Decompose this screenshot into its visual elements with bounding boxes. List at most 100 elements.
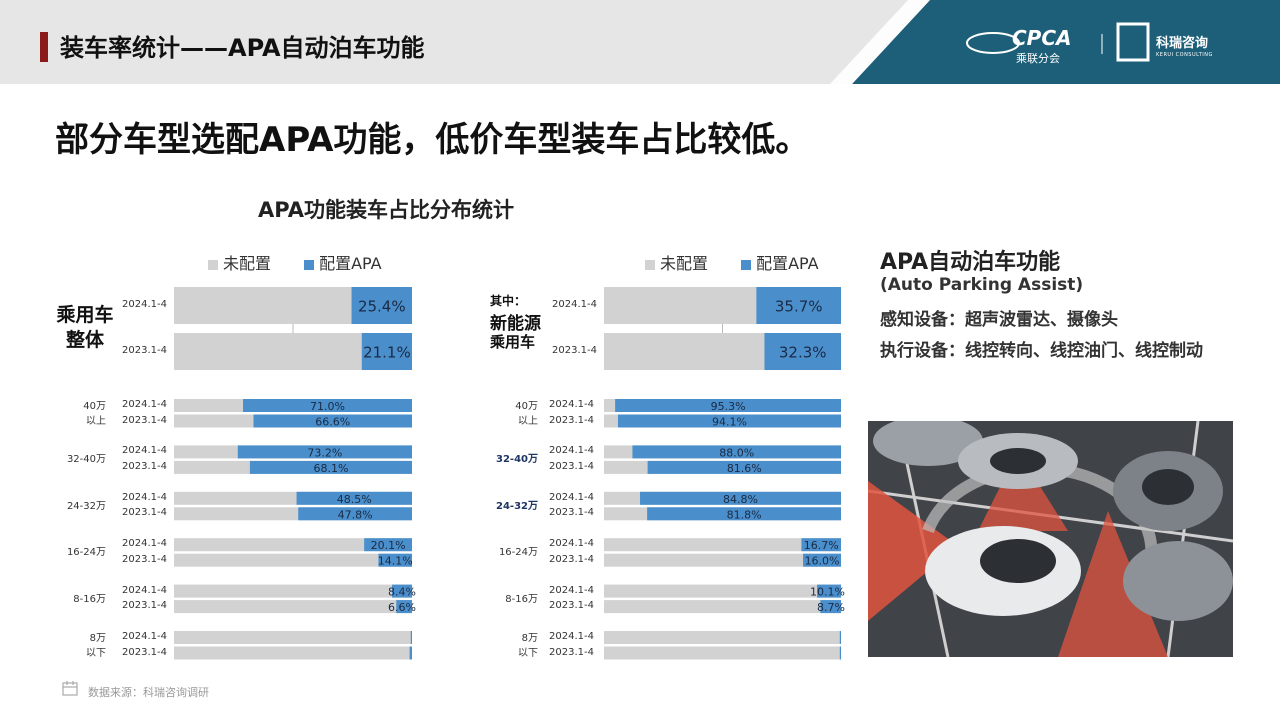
info-line-actuation: 执行设备：线控转向、线控油门、线控制动 [880, 341, 1203, 361]
price-band-label-line: 以下 [518, 648, 538, 659]
price-band-label: 40万 以上 [478, 399, 538, 429]
period-label: 2023.1-4 [549, 553, 594, 565]
period-label: 2024.1-4 [122, 584, 167, 596]
header-band-divider [830, 0, 930, 84]
right-group-label-line1: 新能源 [490, 314, 541, 334]
price-band-label-line: 32-40万 [66, 454, 106, 466]
bar-value-label: 25.4% [358, 298, 406, 316]
legend-swatch-configured [304, 259, 315, 270]
bar-value-label: 32.3% [779, 344, 827, 362]
period-label: 2024.1-4 [122, 445, 167, 457]
period-label: 2024.1-4 [122, 631, 167, 642]
bar-unconfigured [174, 584, 412, 598]
kerui-logo-en: KERUI CONSULTING [1156, 52, 1213, 58]
bar-configured [647, 460, 841, 474]
legend-configured: 配置APA [756, 254, 819, 273]
calendar-icon [62, 681, 78, 696]
kerui-logo-cn: 科瑞咨询 [1156, 36, 1209, 51]
bar-value-label: 95.3% [711, 400, 746, 413]
left-group-label: 乘用车 整体 [50, 303, 120, 353]
bar-unconfigured [174, 553, 412, 567]
bar-unconfigured [174, 631, 412, 644]
period-label: 2023.1-4 [122, 646, 167, 658]
bar-value-label: 21.1% [363, 344, 411, 362]
price-band-label-line: 以下 [86, 648, 106, 659]
bar-configured [410, 631, 412, 644]
legend-swatch-unconfigured [645, 259, 655, 270]
period-label: 2024.1-4 [549, 491, 594, 503]
bar-configured [801, 538, 841, 552]
bar-configured [351, 287, 412, 324]
period-label: 2023.1-4 [122, 553, 167, 565]
bar-configured [237, 445, 412, 459]
cpca-logo-icon [966, 32, 1020, 54]
period-label: 2023.1-4 [122, 600, 167, 612]
left-group-label-line2: 整体 [65, 329, 104, 351]
parking-assist-photo [868, 421, 1233, 657]
price-band-label: 16-24万 [478, 545, 538, 560]
price-band-label: 8万 以下 [46, 631, 106, 661]
bar-configured [409, 646, 412, 660]
header-accent-bar [40, 32, 48, 62]
bar-unconfigured [604, 553, 841, 567]
period-label: 2023.1-4 [549, 646, 594, 658]
bar-configured [839, 631, 841, 644]
bar-value-label: 6.6% [388, 601, 416, 614]
kerui-logo-icon [1116, 22, 1150, 62]
period-label: 2023.1-4 [122, 460, 167, 472]
page-title: 装车率统计——APA自动泊车功能 [60, 34, 425, 62]
header-teal-band [852, 0, 1280, 84]
data-source: 数据来源：科瑞咨询调研 [88, 686, 209, 699]
period-label: 2024.1-4 [122, 298, 167, 310]
bar-configured [632, 445, 841, 459]
bar-configured [378, 553, 412, 567]
bar-unconfigured [174, 646, 412, 660]
info-subtitle: (Auto Parking Assist) [880, 275, 1084, 295]
bar-configured [253, 414, 412, 428]
bar-configured [617, 414, 841, 428]
bar-configured [243, 399, 412, 412]
bar-value-label: 81.6% [727, 462, 762, 475]
price-band-label: 8-16万 [478, 592, 538, 607]
period-label: 2023.1-4 [122, 414, 167, 426]
cpca-logo-cn: 乘联分会 [1016, 52, 1060, 65]
bar-value-label: 16.0% [805, 555, 840, 568]
bar-configured [249, 460, 412, 474]
bar-value-label: 8.7% [817, 601, 845, 614]
bar-configured [298, 507, 412, 521]
price-band-label: 24-32万 [46, 499, 106, 514]
bar-value-label: 35.7% [775, 298, 823, 316]
price-band-label-line: 以上 [86, 416, 106, 427]
period-label: 2023.1-4 [122, 344, 167, 356]
bar-value-label: 71.0% [310, 400, 345, 413]
period-label: 2024.1-4 [549, 445, 594, 457]
legend-unconfigured: 未配置 [660, 254, 709, 273]
bar-value-label: 10.1% [810, 586, 845, 599]
period-label: 2023.1-4 [549, 600, 594, 612]
period-label: 2023.1-4 [549, 507, 594, 519]
info-line-sensing: 感知设备：超声波雷达、摄像头 [880, 310, 1118, 330]
bar-value-label: 47.8% [338, 508, 373, 521]
price-band-label: 8万 以下 [478, 631, 538, 661]
legend-swatch-unconfigured [208, 259, 218, 270]
info-title: APA自动泊车功能 [880, 250, 1061, 275]
bar-unconfigured [174, 538, 412, 552]
bar-unconfigured [604, 631, 841, 644]
bar-value-label: 66.6% [315, 416, 350, 429]
right-group-prefix: 其中： [490, 294, 527, 308]
right-group-label-line2: 乘用车 [490, 333, 536, 351]
bar-unconfigured [604, 538, 841, 552]
period-label: 2024.1-4 [549, 538, 594, 550]
bar-configured [392, 584, 412, 598]
bar-configured [396, 600, 412, 614]
period-label: 2023.1-4 [549, 460, 594, 472]
bar-configured [361, 333, 412, 370]
bar-value-label: 14.1% [378, 555, 413, 568]
legend-right: 未配置 配置APA [645, 250, 819, 274]
bar-value-label: 88.0% [719, 446, 754, 459]
price-band-label: 8-16万 [46, 592, 106, 607]
bar-configured [820, 600, 841, 614]
legend-configured: 配置APA [319, 254, 382, 273]
legend-swatch-configured [741, 259, 752, 270]
